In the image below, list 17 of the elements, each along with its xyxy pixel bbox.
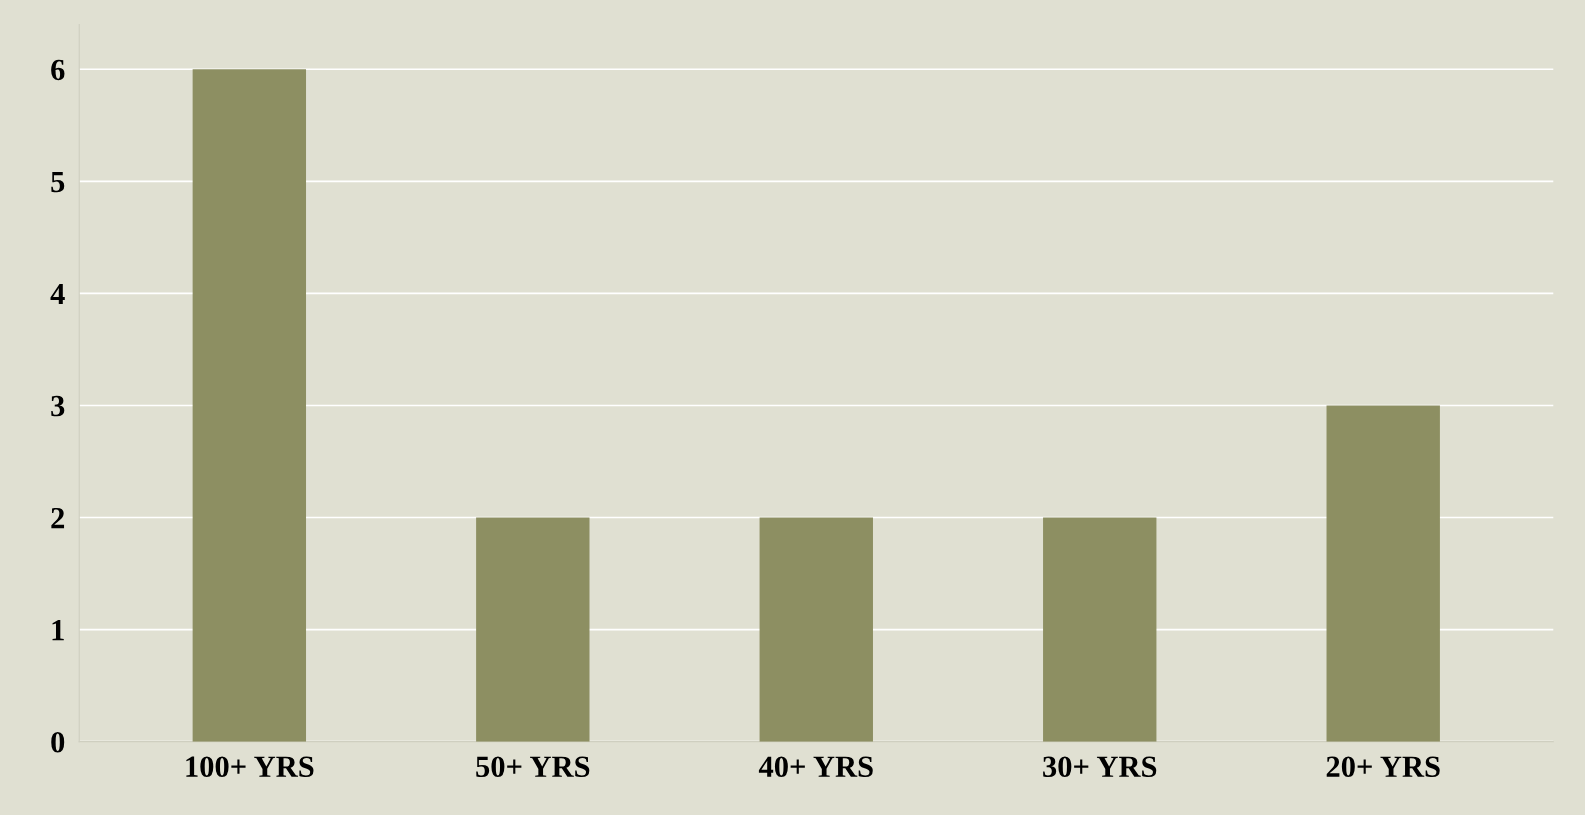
y-tick-label: 3 <box>51 395 65 417</box>
bar <box>759 517 873 742</box>
y-tick-label: 4 <box>50 283 65 304</box>
bar <box>1043 517 1157 742</box>
x-tick-label: 50+ YRS <box>476 756 590 778</box>
bar <box>476 517 590 742</box>
y-tick-label: 1 <box>52 620 64 641</box>
bar <box>1326 405 1440 742</box>
y-tick-label: 2 <box>51 507 65 529</box>
bar <box>192 69 307 742</box>
x-tick-label: 20+ YRS <box>1326 756 1440 778</box>
y-tick-label: 0 <box>51 731 65 753</box>
y-tick-label: 5 <box>51 171 65 193</box>
x-tick-label: 30+ YRS <box>1043 756 1157 778</box>
x-tick-label: 40+ YRS <box>758 756 873 778</box>
y-tick-label: 6 <box>51 59 65 81</box>
x-tick-label: 100+ YRS <box>186 756 314 778</box>
